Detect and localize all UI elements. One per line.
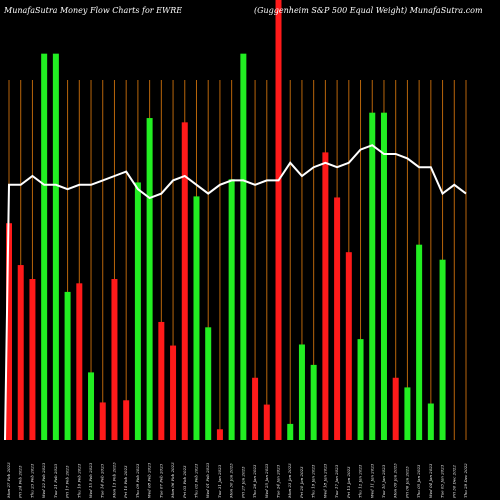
x-tick-label: Mon 23 Jan 2023 [287, 463, 292, 499]
bar-green [64, 291, 71, 440]
x-tick-label: Fri 27 Jan 2023 [240, 466, 245, 499]
x-tick-label: Mon 30 Jan 2023 [229, 463, 234, 499]
bar-red [216, 429, 223, 440]
x-tick-label: Wed 04 Jan 2023 [428, 463, 433, 498]
x-tick-label: Fri 17 Feb 2023 [65, 465, 70, 499]
x-tick-label: Thu 23 Feb 2023 [29, 463, 34, 498]
bar-red [99, 402, 106, 440]
bar-red [275, 0, 282, 440]
bar-green [427, 403, 434, 440]
bar-red [17, 265, 24, 440]
x-tick-label: Thu 09 Feb 2023 [135, 463, 140, 498]
x-tick-label: Tue 07 Feb 2023 [158, 463, 163, 498]
x-tick-label: Wed 25 Jan 2023 [264, 463, 269, 498]
bar-red [29, 279, 36, 440]
x-tick-label: Tue 31 Jan 2023 [217, 464, 222, 498]
chart-title-left: MunafaSutra Money Flow Charts for EWRE [3, 6, 182, 15]
bar-green [146, 118, 153, 441]
bar-red [322, 152, 329, 440]
bar-green [228, 179, 235, 440]
x-tick-label: Tue 17 Jan 2023 [334, 464, 339, 498]
bar-red [158, 321, 165, 440]
chart-title-right: (Guggenheim S&P 500 Equal Weight) Munafa… [254, 6, 483, 15]
bar-red [252, 377, 259, 440]
x-tick-label: Tue 03 Jan 2023 [440, 464, 445, 498]
bar-red [334, 197, 341, 440]
x-tick-label: Mon 09 Jan 2023 [393, 463, 398, 499]
x-tick-label: Wed 08 Feb 2023 [147, 462, 152, 498]
x-tick-label: Fri 10 Feb 2023 [123, 465, 128, 499]
x-tick-label: Mon 27 Feb 2023 [6, 462, 11, 499]
x-tick-label: Thu 19 Jan 2023 [311, 464, 316, 498]
x-tick-label: Wed 01 Feb 2023 [205, 462, 210, 498]
x-tick-label: Thu 12 Jan 2023 [358, 464, 363, 498]
bar-green [193, 196, 200, 440]
bar-green [240, 53, 247, 440]
bar-green [134, 182, 141, 440]
x-tick-label: Fri 30 Dec 2022 [451, 465, 456, 499]
money-flow-line [4, 144, 467, 441]
x-tick-label: Thu 02 Feb 2023 [193, 463, 198, 498]
bar-green [416, 244, 423, 440]
x-tick-label: Tue 24 Jan 2023 [276, 464, 281, 498]
bar-green [205, 327, 212, 440]
bar-green [88, 372, 95, 440]
bar-green [41, 53, 48, 440]
bars [6, 0, 446, 441]
bar-green [380, 112, 387, 441]
x-tick-label: Tue 21 Feb 2023 [53, 463, 58, 498]
x-tick-label: Wed 11 Jan 2023 [369, 463, 374, 498]
x-tick-label: Fri 06 Jan 2023 [404, 466, 409, 499]
bar-red [76, 283, 83, 440]
x-tick-label: Wed 15 Feb 2023 [88, 462, 93, 498]
x-tick-label: Wed 18 Jan 2023 [322, 463, 327, 498]
bar-green [298, 344, 305, 440]
x-tick-label: Thu 16 Feb 2023 [76, 463, 81, 498]
bar-red [111, 279, 118, 440]
bar-green [439, 259, 446, 440]
x-tick-label: Tue 14 Feb 2023 [100, 463, 105, 498]
x-tick-label: Mon 13 Feb 2023 [111, 462, 116, 499]
x-tick-label: Fri 20 Jan 2023 [299, 466, 304, 499]
x-tick-label: Fri 03 Feb 2023 [182, 465, 187, 499]
bar-red [181, 122, 188, 440]
x-tick-label: Tue 10 Jan 2023 [381, 464, 386, 498]
bar-red [170, 345, 177, 440]
bar-green [369, 112, 376, 441]
bar-red [123, 400, 130, 440]
bar-green [52, 53, 59, 440]
x-tick-label: Thu 26 Jan 2023 [252, 464, 257, 498]
x-tick-label: Wed 22 Feb 2023 [41, 462, 46, 498]
bar-green [404, 387, 411, 440]
x-tick-label: Thu 29 Dec 2022 [463, 463, 468, 498]
bar-green [287, 423, 294, 440]
bar-red [263, 404, 270, 440]
x-tick-label: Thu 05 Jan 2023 [416, 464, 421, 498]
x-tick-label: Mon 06 Feb 2023 [170, 462, 175, 499]
bar-green [357, 339, 364, 440]
x-tick-labels: Mon 27 Feb 2023 Fri 24 Feb 2023 Thu 23 Feb… [6, 462, 468, 499]
x-tick-label: Fri 13 Jan 2023 [346, 466, 351, 499]
bar-red [6, 223, 12, 440]
bar-red [392, 377, 399, 440]
bar-red [345, 252, 352, 440]
x-tick-label: Fri 24 Feb 2023 [18, 465, 23, 499]
bar-green [310, 364, 317, 440]
